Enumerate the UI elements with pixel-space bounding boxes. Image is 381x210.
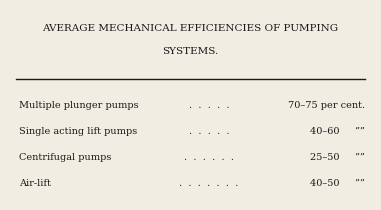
Text: .  .  .  .  .  .: . . . . . . (184, 153, 234, 162)
Text: 70–75 per cent.: 70–75 per cent. (288, 101, 365, 109)
Text: SYSTEMS.: SYSTEMS. (162, 47, 219, 55)
Text: Single acting lift pumps: Single acting lift pumps (19, 127, 138, 136)
Text: .  .  .  .  .: . . . . . (189, 127, 229, 136)
Text: Air-lift: Air-lift (19, 179, 51, 188)
Text: .  .  .  .  .  .  .: . . . . . . . (179, 179, 239, 188)
Text: Centrifugal pumps: Centrifugal pumps (19, 153, 112, 162)
Text: 40–50     ””: 40–50 ”” (311, 179, 365, 188)
Text: 40–60     ””: 40–60 ”” (311, 127, 365, 136)
Text: Multiple plunger pumps: Multiple plunger pumps (19, 101, 139, 109)
Text: 25–50     ””: 25–50 ”” (311, 153, 365, 162)
Text: AVERAGE MECHANICAL EFFICIENCIES OF PUMPING: AVERAGE MECHANICAL EFFICIENCIES OF PUMPI… (42, 24, 339, 33)
Text: .  .  .  .  .: . . . . . (189, 101, 229, 109)
